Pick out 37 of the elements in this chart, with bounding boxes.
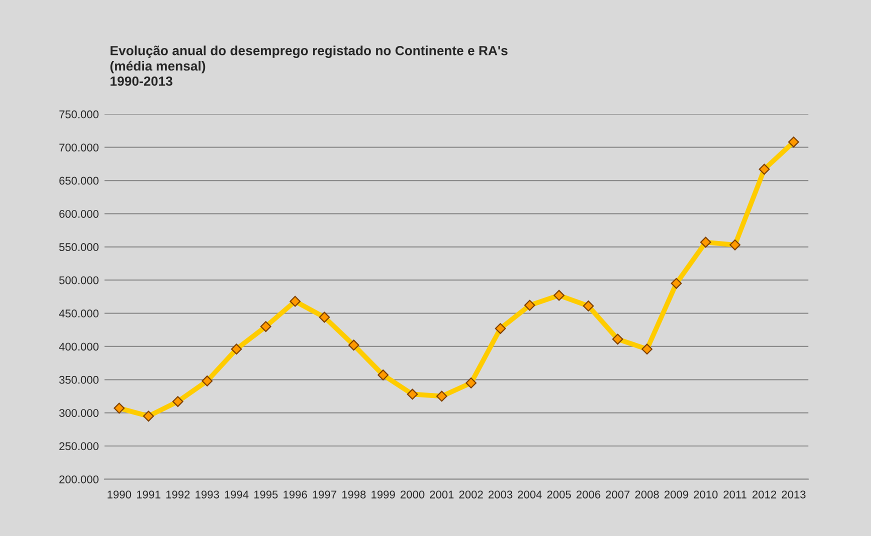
x-tick-label: 2008 xyxy=(635,490,659,498)
x-tick-label: 2005 xyxy=(547,490,571,498)
x-tick-label: 1992 xyxy=(166,490,190,498)
y-tick-label: 700.000 xyxy=(59,144,99,152)
x-tick-label: 1991 xyxy=(136,490,160,498)
x-tick-label: 1995 xyxy=(254,490,278,498)
y-tick-label: 350.000 xyxy=(59,376,99,384)
x-tick-label: 2009 xyxy=(664,490,688,498)
x-tick-label: 2011 xyxy=(724,490,746,498)
x-tick-label: 2006 xyxy=(576,490,600,498)
chart-title: Evolução anual do desemprego registado no Continente e RA's (média mensal) 1990-2013 xyxy=(110,46,508,86)
x-tick-label: 2013 xyxy=(782,490,806,498)
y-tick-label: 300.000 xyxy=(59,409,99,417)
x-tick-label: 2012 xyxy=(752,490,776,498)
y-tick-label: 450.000 xyxy=(59,310,99,318)
y-tick-label: 400.000 xyxy=(59,342,99,351)
y-tick-label: 750.000 xyxy=(59,110,99,118)
y-tick-label: 250.000 xyxy=(59,442,99,450)
x-tick-label: 2010 xyxy=(694,490,718,498)
x-tick-label: 2001 xyxy=(430,490,454,498)
x-tick-label: 1999 xyxy=(372,490,395,498)
x-tick-label: 1994 xyxy=(224,490,249,498)
y-tick-label: 550.000 xyxy=(59,243,99,252)
y-tick-label: 200.000 xyxy=(59,475,99,484)
x-tick-label: 2007 xyxy=(606,490,630,498)
x-tick-label: 2002 xyxy=(459,490,483,498)
x-tick-label: 1990 xyxy=(108,490,132,498)
x-tick-label: 2004 xyxy=(518,490,542,498)
x-tick-label: 2000 xyxy=(400,490,424,498)
y-tick-label: 500.000 xyxy=(59,276,99,284)
x-tick-label: 1998 xyxy=(342,490,366,498)
y-tick-label: 600.000 xyxy=(59,210,99,218)
x-tick-label: 1993 xyxy=(196,490,220,498)
y-tick-label: 650.000 xyxy=(59,176,99,185)
x-tick-label: 1996 xyxy=(284,490,307,498)
x-tick-label: 2003 xyxy=(488,490,512,498)
x-tick-label: 1997 xyxy=(312,490,336,498)
